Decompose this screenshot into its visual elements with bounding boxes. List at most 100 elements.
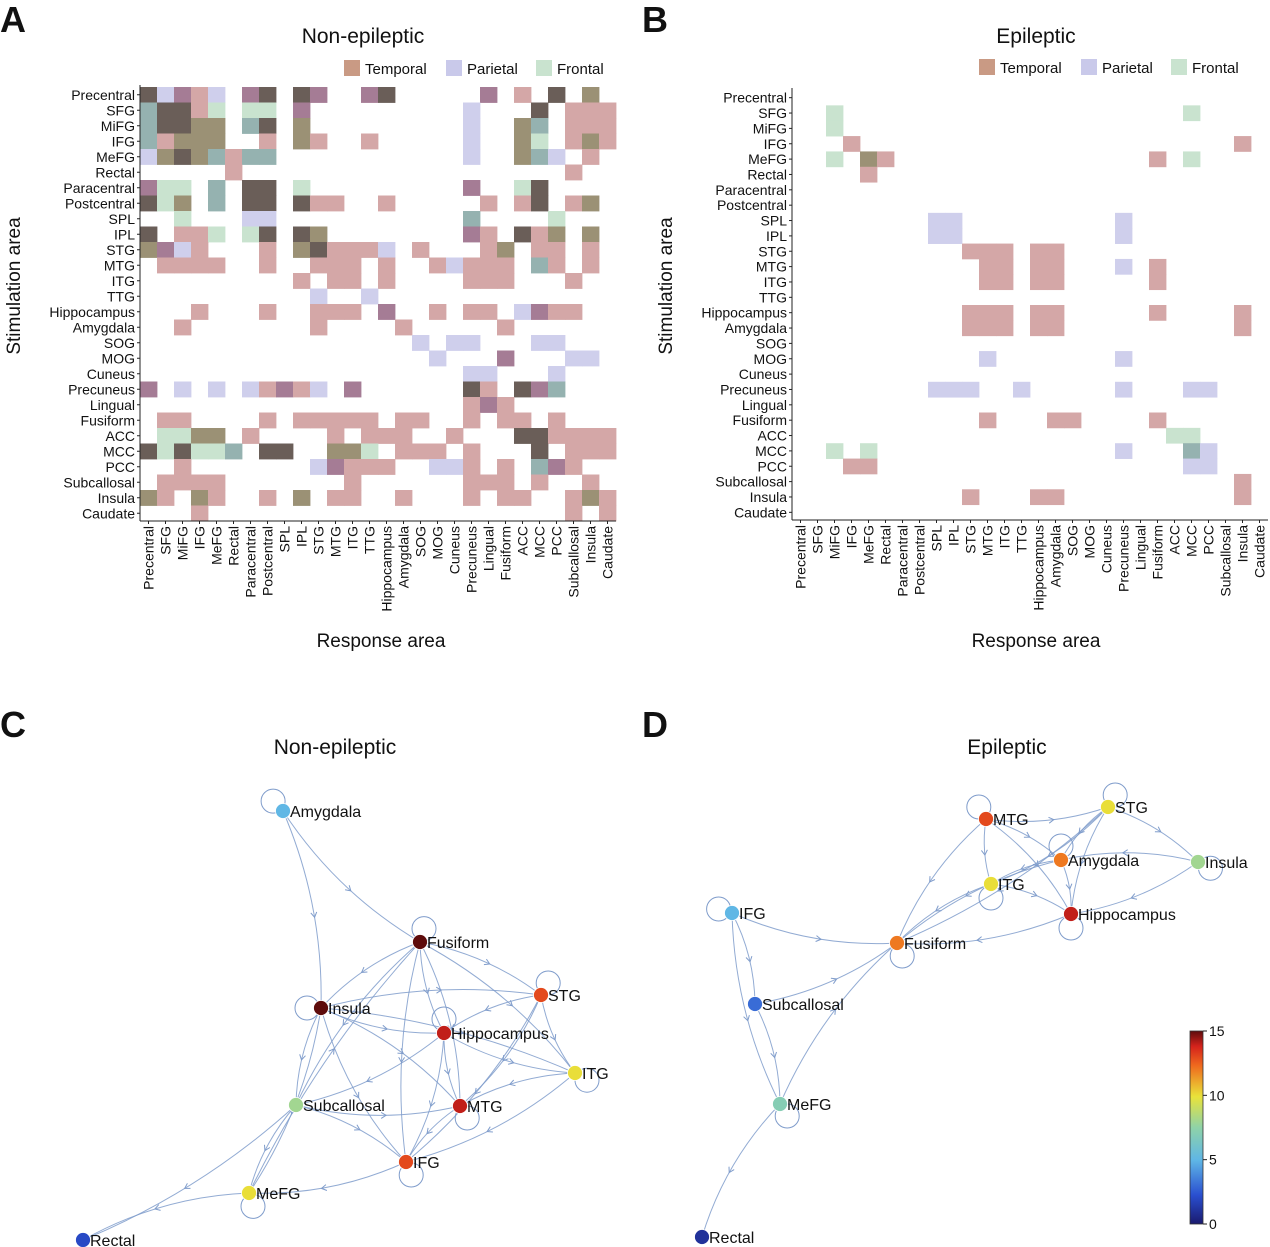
- panel-a-cell: [480, 226, 498, 243]
- panel-a-cell: [497, 490, 515, 506]
- panel-c-edge-arrow: [342, 1019, 349, 1026]
- panel-a-cell: [429, 257, 447, 274]
- panel-b-cell: [1115, 351, 1133, 367]
- panel-a-cell: [259, 257, 277, 274]
- panel-b-cell: [1234, 136, 1252, 152]
- panel-c-edge-arrow: [483, 958, 491, 966]
- panel-a-cell: [582, 118, 600, 134]
- panel-a-cell: [531, 443, 549, 460]
- panel-a-cell: [157, 118, 175, 134]
- panel-b-ytick-label-ipl: IPL: [766, 228, 787, 244]
- panel-a-cell: [140, 133, 158, 150]
- legend-swatch-temporal: [344, 60, 360, 76]
- colorbar-tick-label-0: 0: [1209, 1216, 1217, 1232]
- panel-a-cell: [531, 304, 549, 320]
- panel-a-cell: [140, 443, 158, 460]
- panel-a-cell: [480, 87, 498, 103]
- panel-c-edge-hippocampus-ifg: [405, 1032, 445, 1163]
- panel-a-cell: [463, 273, 481, 289]
- panel-d-edge-arrow: [770, 1051, 777, 1059]
- panel-a-xtick-label-paracentral: Paracentral: [243, 526, 259, 598]
- panel-a-cell: [531, 180, 549, 196]
- panel-a-ytick-label-sfg: SFG: [106, 102, 135, 118]
- panel-b-cell: [1149, 258, 1167, 275]
- panel-d-edge-arrow: [830, 977, 838, 984]
- panel-b-cell: [945, 212, 963, 229]
- panel-b-ytick-label-ttg: TTG: [759, 289, 787, 305]
- panel-a-cell: [208, 87, 226, 103]
- panel-a-cell: [310, 226, 328, 243]
- panel-a-cell: [157, 242, 175, 258]
- panel-d-edge-arrow: [1065, 883, 1073, 891]
- panel-a-cell: [548, 211, 566, 227]
- panel-a-cell: [208, 195, 226, 212]
- panel-a-cell: [208, 490, 226, 506]
- panel-a-cell: [531, 118, 549, 134]
- panel-d-edge-mtg-fusiform: [896, 818, 987, 944]
- panel-b-cell: [1115, 228, 1133, 244]
- panel-b-cell: [962, 381, 980, 398]
- panel-a-cell: [531, 335, 549, 351]
- panel-b-cell: [860, 166, 878, 183]
- panel-b-cell: [826, 443, 844, 459]
- panel-d-edge-arrow: [976, 936, 983, 944]
- panel-b-cell: [1030, 243, 1048, 260]
- panel-d-node-mtg: [978, 811, 994, 827]
- panel-b-cell: [962, 305, 980, 321]
- panel-a-cell: [582, 490, 600, 506]
- panel-c-edge-arrow: [398, 1056, 406, 1064]
- panel-a-xtick-label-lingual: Lingual: [481, 526, 497, 571]
- panel-a-cell: [259, 211, 277, 227]
- panel-a-xtick-label-fusiform: Fusiform: [498, 526, 514, 580]
- panel-b-xtick-label-pcc: PCC: [1201, 525, 1217, 555]
- panel-b-xtick-label-sog: SOG: [1065, 525, 1081, 556]
- panel-c-edge-insula-stg: [320, 989, 542, 1009]
- panel-a-cell: [548, 257, 566, 274]
- panel-b-ytick-label-sog: SOG: [756, 335, 787, 351]
- panel-a-cell: [497, 257, 515, 274]
- panel-c-node-fusiform: [412, 934, 428, 950]
- panel-c-title: Non-epileptic: [274, 736, 397, 759]
- panel-a-cell: [429, 443, 447, 460]
- panel-a-cell: [548, 459, 566, 475]
- panel-c-node-label-stg: STG: [548, 988, 581, 1005]
- panel-a-cell: [463, 211, 481, 227]
- panel-a-cell: [395, 319, 413, 336]
- panel-d-title: Epileptic: [967, 736, 1046, 759]
- panel-c-node-label-insula: Insula: [328, 1001, 371, 1018]
- panel-b-cell: [962, 243, 980, 260]
- panel-a-cell: [361, 443, 379, 460]
- panel-b-cell: [996, 305, 1014, 321]
- panel-a-cell: [548, 381, 566, 398]
- panel-a-xtick-label-stg: STG: [311, 526, 327, 555]
- panel-a-cell: [191, 87, 209, 103]
- panel-a-cell: [531, 226, 549, 243]
- panel-a-cell: [480, 304, 498, 320]
- panel-c-edge-arrow: [428, 1100, 436, 1108]
- panel-b-cell: [877, 151, 895, 168]
- panel-a-ytick-label-precentral: Precentral: [71, 87, 135, 103]
- panel-a-cell: [327, 459, 345, 475]
- panel-c-edge-insula-ifg: [320, 1007, 407, 1163]
- legend-swatch-temporal: [979, 59, 995, 75]
- panel-b-cell: [962, 320, 980, 337]
- panel-a-cell: [514, 87, 532, 103]
- panel-d-edge-arrow: [1020, 864, 1027, 871]
- panel-b-xtick-label-mtg: MTG: [980, 525, 996, 556]
- panel-a-cell: [429, 459, 447, 475]
- panel-c-edge-arrow: [299, 1054, 306, 1061]
- panel-c-node-itg: [567, 1065, 583, 1081]
- panel-d-edge-mefg-fusiform: [779, 942, 898, 1105]
- panel-a-cell: [463, 180, 481, 196]
- panel-b-cell: [1234, 305, 1252, 321]
- panel-d-edge-stg-fusiform: [896, 806, 1109, 944]
- panel-b-cell: [1183, 381, 1201, 398]
- panel-a-cell: [140, 102, 158, 119]
- panel-d-edge-mefg-rectal: [701, 1103, 781, 1238]
- panel-a-cell: [582, 195, 600, 212]
- panel-b-xtick-label-ipl: IPL: [946, 525, 962, 546]
- panel-b-xtick-label-caudate: Caudate: [1252, 525, 1268, 578]
- panel-a-ytick-label-precuneus: Precuneus: [68, 381, 135, 397]
- panel-a-cell: [531, 459, 549, 475]
- panel-a-cell: [310, 242, 328, 258]
